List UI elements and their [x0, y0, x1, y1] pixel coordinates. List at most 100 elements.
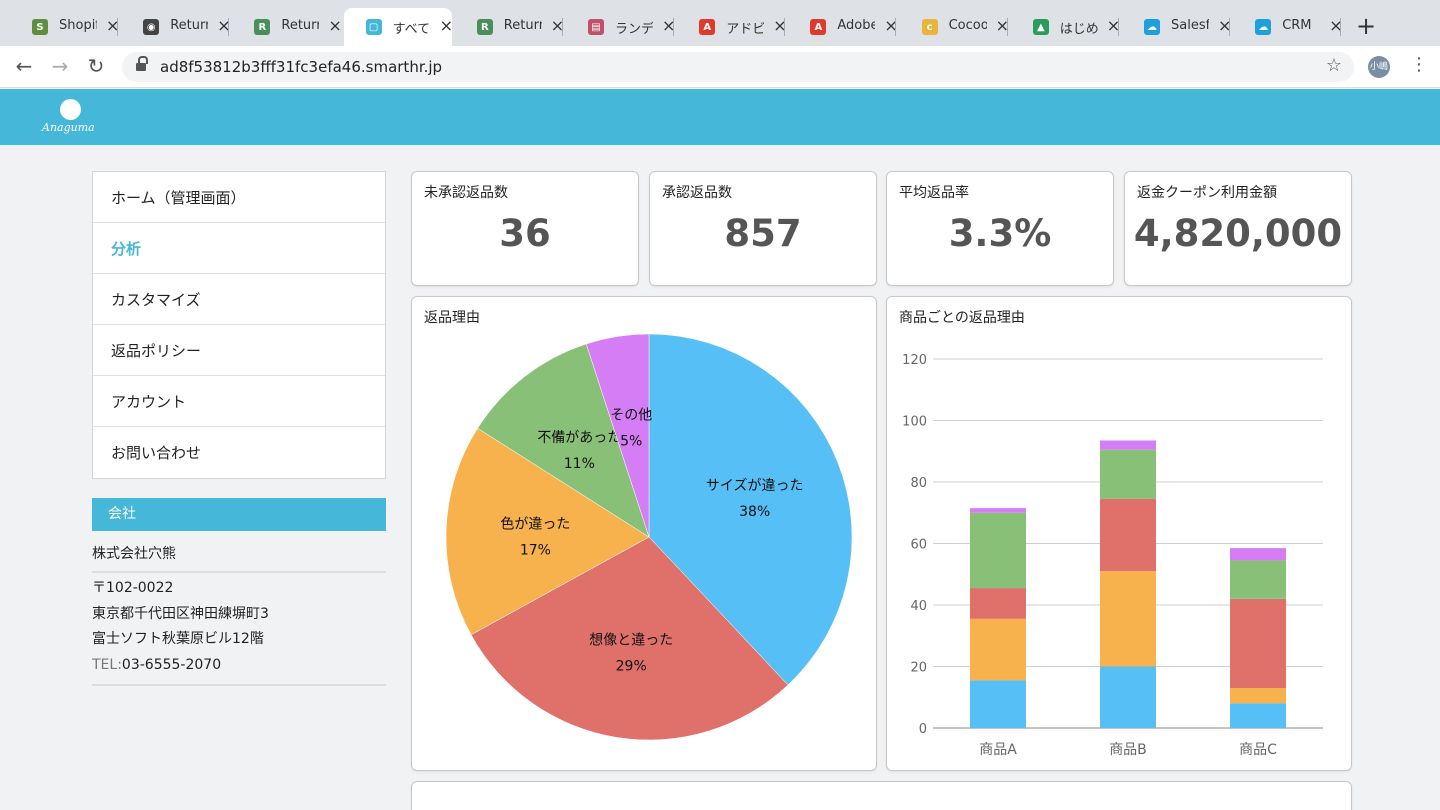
x-tick-label: 商品C [1239, 742, 1277, 758]
bar-segment [970, 512, 1026, 589]
bookmark-star-icon[interactable]: ☆ [1325, 55, 1342, 76]
kpi-label: 平均返品率 [899, 185, 969, 201]
close-tab-icon[interactable]: × [439, 16, 453, 35]
close-tab-icon[interactable]: × [106, 16, 120, 35]
close-tab-icon[interactable]: × [328, 16, 342, 35]
y-tick-label: 40 [910, 599, 927, 614]
close-tab-icon[interactable]: × [662, 16, 676, 35]
logo-text[interactable]: Anaguma [42, 121, 95, 134]
tel-label: TEL: [92, 656, 122, 673]
bar-segment [1100, 449, 1156, 499]
browser-menu-icon[interactable]: ⋮ [1410, 54, 1428, 75]
bar-segment [1230, 560, 1286, 599]
tab-title: アドビ [726, 22, 765, 37]
company-address-line1: 東京都千代田区神田練塀町3 [92, 605, 269, 622]
tab-title: はじめ [1059, 22, 1098, 37]
browser-tab-strip: S Shopify × ◉ Returns × R Returns × ▢ すべて × R Returns… [0, 0, 1440, 46]
pie-slice-label: サイズが違った [706, 478, 804, 494]
bar-segment [1100, 571, 1156, 667]
pie-slice-percent: 17% [520, 542, 551, 558]
gift-icon: ▤ [588, 19, 604, 35]
browser-tab[interactable]: A Adobe × [788, 8, 898, 46]
company-name: 株式会社穴熊 [92, 543, 386, 573]
chart-title: 商品ごとの返品理由 [899, 310, 1025, 326]
returns-app-icon: R [254, 19, 271, 35]
y-tick-label: 60 [910, 538, 927, 553]
browser-tab[interactable]: S Shopify × [10, 8, 120, 46]
company-address-line2: 富士ソフト秋葉原ビル12階 [92, 631, 264, 647]
bar-segment [970, 588, 1026, 619]
tab-separator [673, 18, 674, 36]
kpi-card-average-return-rate: 平均返品率 3.3% [886, 171, 1114, 286]
browser-tab[interactable]: ▤ ランデ × [566, 8, 676, 46]
new-tab-button[interactable]: + [1356, 12, 1377, 40]
pie-slice-percent: 38% [739, 504, 770, 520]
close-tab-icon[interactable]: × [1329, 16, 1343, 35]
forward-arrow-icon[interactable]: → [51, 54, 69, 78]
browser-tab[interactable]: R Returns × [455, 8, 565, 46]
tab-separator [228, 18, 230, 36]
sidebar-item[interactable]: カスタマイズ [93, 274, 385, 325]
kpi-card-approved-returns: 承認返品数 857 [649, 171, 877, 286]
browser-tab[interactable]: ☁ CRM × [1233, 8, 1343, 46]
close-tab-icon[interactable]: × [773, 16, 787, 35]
browser-tab[interactable]: ☁ Salesf × [1122, 8, 1232, 46]
pie-slice-percent: 11% [564, 456, 595, 472]
close-tab-icon[interactable]: × [884, 16, 898, 35]
chart-title: 返品理由 [424, 310, 480, 326]
tab-title: Salesf [1171, 18, 1209, 33]
sidebar-item[interactable]: ホーム（管理画面） [93, 172, 385, 223]
address-bar[interactable]: ad8f53812b3fff31fc3efa46.smarthr.jp ☆ [122, 52, 1354, 82]
close-tab-icon[interactable]: × [995, 16, 1009, 35]
browser-tab[interactable]: A アドビ × [677, 8, 787, 46]
tab-separator [117, 18, 118, 36]
tab-title: すべて [392, 22, 431, 37]
browser-tab[interactable]: ▲ はじめ × [1011, 8, 1121, 46]
tab-separator [561, 18, 563, 36]
browser-tab[interactable]: c Cocoo × [900, 8, 1009, 46]
company-address: 〒102-0022 東京都千代田区神田練塀町3 富士ソフト秋葉原ビル12階 TE… [92, 576, 386, 686]
close-tab-icon[interactable]: × [1106, 16, 1121, 35]
bar-segment [1100, 440, 1156, 450]
tab-title: CRM [1282, 18, 1312, 33]
url-text[interactable]: ad8f53812b3fff31fc3efa46.smarthr.jp [160, 58, 443, 76]
cocoon-icon: c [921, 19, 938, 35]
kpi-card-pending-returns: 未承認返品数 36 [411, 171, 639, 286]
tab-title: Shopify [59, 18, 97, 33]
salesforce-icon: ☁ [1255, 19, 1272, 35]
kpi-label: 未承認返品数 [424, 185, 508, 201]
sidebar-item[interactable]: お問い合わせ [111, 444, 202, 462]
sidebar-item[interactable]: 分析 [93, 223, 385, 274]
tab-title: Returns [503, 18, 542, 33]
bar-segment [970, 680, 1026, 728]
tel-number: 03-6555-2070 [121, 656, 222, 673]
sidebar-nav: ホーム（管理画面） 分析 カスタマイズ 返品ポリシー アカウントお問い合わせ [92, 171, 386, 479]
sidebar-item[interactable]: 返品ポリシー [93, 325, 385, 376]
kpi-value: 857 [724, 212, 802, 255]
y-tick-label: 120 [902, 353, 927, 368]
y-tick-label: 0 [919, 722, 927, 737]
close-tab-icon[interactable]: × [217, 16, 231, 35]
profile-avatar[interactable]: 小嶋 [1368, 56, 1390, 78]
pie-slice-label: その他 [610, 408, 652, 424]
browser-tab[interactable]: ▢ すべて × [343, 8, 453, 46]
adobe-icon: A [699, 19, 716, 35]
close-tab-icon[interactable]: × [1218, 16, 1232, 35]
logo-mark-icon[interactable] [60, 99, 81, 120]
tab-title: Returns [170, 18, 208, 33]
pie-slice [470, 536, 789, 741]
sidebar-item[interactable]: アカウント [93, 376, 385, 427]
tab-separator [784, 18, 786, 36]
bar-segment [970, 618, 1026, 681]
kpi-value: 36 [499, 212, 551, 255]
lower-panel [411, 781, 1352, 810]
return-reasons-pie-chart: サイズが違った 38% 想像と違った 29% 色が違った 17% 不備があった 11% その他 5… [445, 333, 853, 741]
browser-tab[interactable]: R Returns × [232, 8, 342, 46]
back-arrow-icon[interactable]: ← [15, 54, 33, 78]
browser-toolbar: ← → ↻ ad8f53812b3fff31fc3efa46.smarthr.j… [0, 46, 1440, 88]
close-tab-icon[interactable]: × [550, 16, 565, 35]
x-tick-label: 商品B [1109, 742, 1147, 758]
adobe-icon: A [810, 19, 827, 35]
browser-tab[interactable]: ◉ Returns × [121, 8, 231, 46]
reload-icon[interactable]: ↻ [87, 54, 105, 78]
